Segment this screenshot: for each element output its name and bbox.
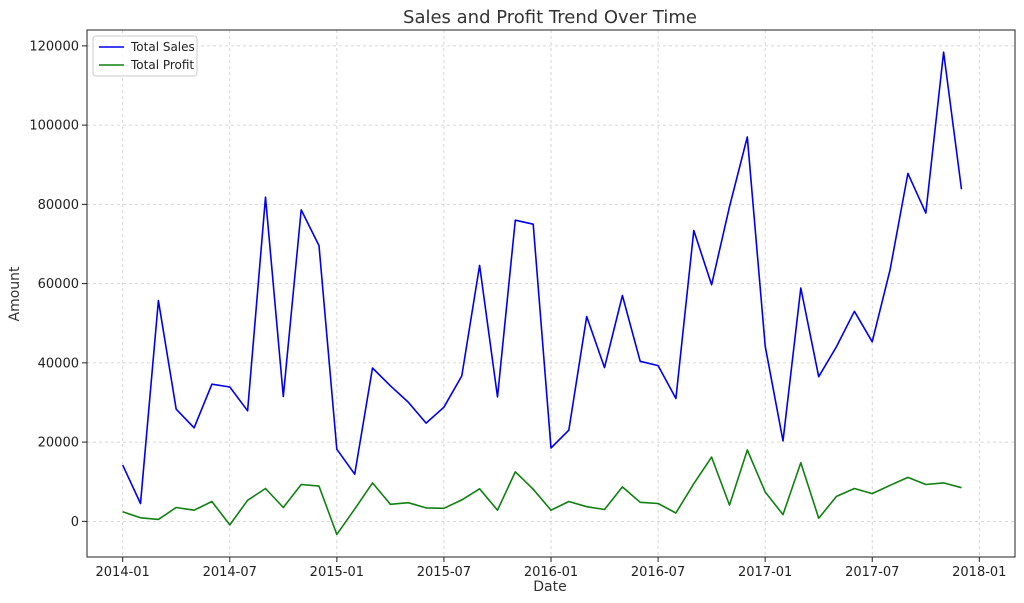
- x-tick-label: 2016-01: [524, 565, 578, 580]
- y-axis: 0 20000 40000 60000 80000 100000 120000: [29, 39, 87, 530]
- legend-entry: Total Sales: [130, 40, 195, 54]
- y-tick-label: 40000: [38, 356, 79, 371]
- series-layer: [121, 51, 963, 536]
- grid: [87, 30, 1015, 557]
- x-axis: 2014-01 2014-07 2015-01 2015-07 2016-01 2016-…: [96, 557, 1006, 580]
- y-tick-label: 80000: [38, 198, 79, 213]
- y-tick-label: 100000: [29, 119, 79, 134]
- x-tick-label: 2018-01: [952, 565, 1006, 580]
- y-tick-label: 0: [71, 515, 79, 530]
- x-tick-label: 2014-07: [203, 565, 257, 580]
- legend: Total Sales Total Profit: [92, 35, 198, 77]
- y-axis-label: Amount: [7, 266, 23, 322]
- x-tick-label: 2017-01: [738, 565, 792, 580]
- legend-box: [92, 35, 198, 77]
- y-tick-label: 20000: [38, 436, 79, 451]
- x-tick-label: 2016-07: [631, 565, 685, 580]
- legend-entry: Total Profit: [130, 58, 194, 72]
- series-line-total-profit: [122, 449, 962, 536]
- x-axis-label: Date: [533, 579, 566, 595]
- x-tick-label: 2015-01: [310, 565, 364, 580]
- x-tick-label: 2017-07: [845, 565, 899, 580]
- x-tick-label: 2014-01: [96, 565, 150, 580]
- chart-title: Sales and Profit Trend Over Time: [403, 7, 697, 28]
- x-tick-label: 2015-07: [417, 565, 471, 580]
- plot-frame: [86, 29, 1016, 558]
- y-tick-label: 60000: [38, 277, 79, 292]
- series-line-total-sales: [121, 51, 963, 505]
- y-tick-label: 120000: [29, 39, 79, 54]
